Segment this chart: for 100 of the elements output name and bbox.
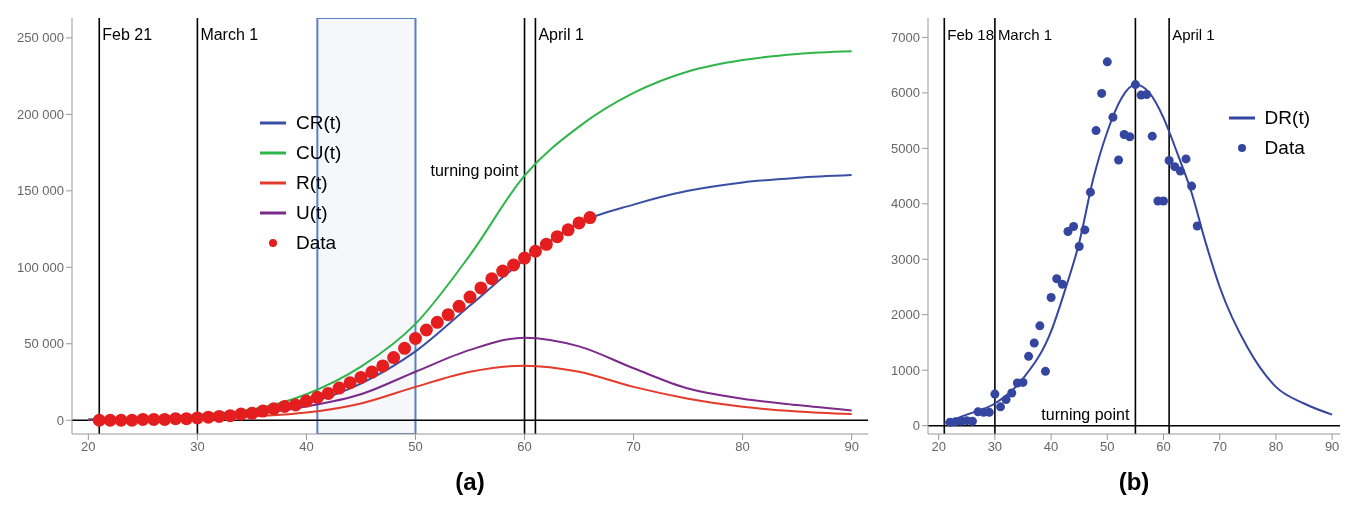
point <box>332 381 346 395</box>
point <box>518 251 532 265</box>
ref-line-label: April 1 <box>1172 26 1215 43</box>
point <box>1018 377 1028 387</box>
point <box>114 413 128 427</box>
x-tick-label: 60 <box>517 439 532 455</box>
legend-label: Data <box>1264 137 1305 159</box>
x-tick-label: 70 <box>1212 439 1227 455</box>
y-tick-label: 6000 <box>891 85 920 101</box>
y-tick-label: 200 000 <box>17 106 64 122</box>
point <box>1192 221 1202 231</box>
point <box>387 351 401 365</box>
x-tick-label: 60 <box>1156 439 1171 455</box>
x-tick-label: 80 <box>1268 439 1284 455</box>
point <box>1052 274 1062 284</box>
ref-line-label: turning point <box>430 162 520 180</box>
point <box>1046 293 1056 303</box>
ref-line-label: turning point <box>1041 406 1130 423</box>
point <box>419 323 433 337</box>
legend-label: DR(t) <box>1264 107 1310 129</box>
y-tick-label: 1000 <box>891 362 920 378</box>
point <box>256 404 270 418</box>
point <box>190 411 204 425</box>
x-tick-label: 50 <box>408 439 423 455</box>
point <box>245 406 259 420</box>
point <box>103 413 117 427</box>
point <box>1091 126 1101 136</box>
point <box>528 244 542 258</box>
point <box>485 272 499 286</box>
x-tick-label: 40 <box>1043 439 1059 455</box>
point <box>583 211 597 225</box>
y-tick-label: 4000 <box>891 196 920 212</box>
ref-line-label: Feb 21 <box>102 26 153 43</box>
y-tick-label: 250 000 <box>17 30 64 46</box>
ref-line-label: April 1 <box>538 26 584 43</box>
point <box>1085 187 1095 197</box>
point <box>474 281 488 295</box>
x-tick-label: 50 <box>1100 439 1115 455</box>
point <box>550 230 564 244</box>
y-tick-label: 0 <box>912 418 920 434</box>
point <box>1035 321 1045 331</box>
y-tick-label: 150 000 <box>17 183 64 199</box>
x-tick-label: 40 <box>299 439 314 455</box>
point <box>1029 338 1039 348</box>
point <box>1069 222 1079 232</box>
point <box>496 264 510 278</box>
point <box>289 398 303 412</box>
point <box>1024 351 1034 361</box>
point <box>1057 279 1067 289</box>
point <box>354 370 368 384</box>
point <box>1007 388 1017 398</box>
x-axis-title: (b) <box>1118 468 1150 495</box>
y-tick-label: 50 000 <box>24 336 64 352</box>
point <box>125 413 139 427</box>
point <box>234 407 248 421</box>
point <box>1063 227 1073 237</box>
point <box>1164 156 1174 166</box>
point <box>463 290 477 304</box>
point <box>136 412 150 426</box>
point <box>507 258 521 272</box>
point <box>147 412 161 426</box>
point <box>996 402 1006 412</box>
y-tick-label: 7000 <box>891 30 920 46</box>
point <box>1102 57 1112 67</box>
point <box>1175 166 1185 176</box>
point <box>1114 155 1124 165</box>
point <box>158 412 172 426</box>
x-axis-title: (a) <box>455 468 485 495</box>
y-tick-label: 0 <box>56 412 64 428</box>
x-tick-label: 20 <box>81 439 96 455</box>
ref-line-label: March 1 <box>997 26 1053 43</box>
point <box>1147 131 1157 141</box>
point <box>376 359 390 373</box>
point <box>1187 181 1197 191</box>
point <box>223 409 237 423</box>
x-tick-label: 80 <box>735 439 750 455</box>
point <box>1074 242 1084 252</box>
point <box>169 412 183 426</box>
x-tick-label: 30 <box>190 439 205 455</box>
point <box>408 331 422 345</box>
point <box>398 341 412 355</box>
ref-line-label: March 1 <box>200 26 259 43</box>
point <box>1080 225 1090 235</box>
point <box>92 413 106 427</box>
x-tick-label: 20 <box>931 439 946 455</box>
point <box>1181 154 1191 164</box>
point <box>1159 196 1169 206</box>
y-tick-label: 2000 <box>891 307 920 323</box>
point <box>310 390 324 404</box>
x-tick-label: 30 <box>987 439 1003 455</box>
point <box>343 376 357 390</box>
point <box>1125 132 1135 142</box>
x-tick-label: 70 <box>626 439 641 455</box>
point <box>212 409 226 423</box>
point <box>441 308 455 322</box>
point <box>278 399 292 413</box>
ref-line-label: Feb 18 <box>947 26 994 43</box>
point <box>1097 88 1107 98</box>
y-tick-label: 5000 <box>891 140 920 156</box>
point <box>1001 395 1011 405</box>
